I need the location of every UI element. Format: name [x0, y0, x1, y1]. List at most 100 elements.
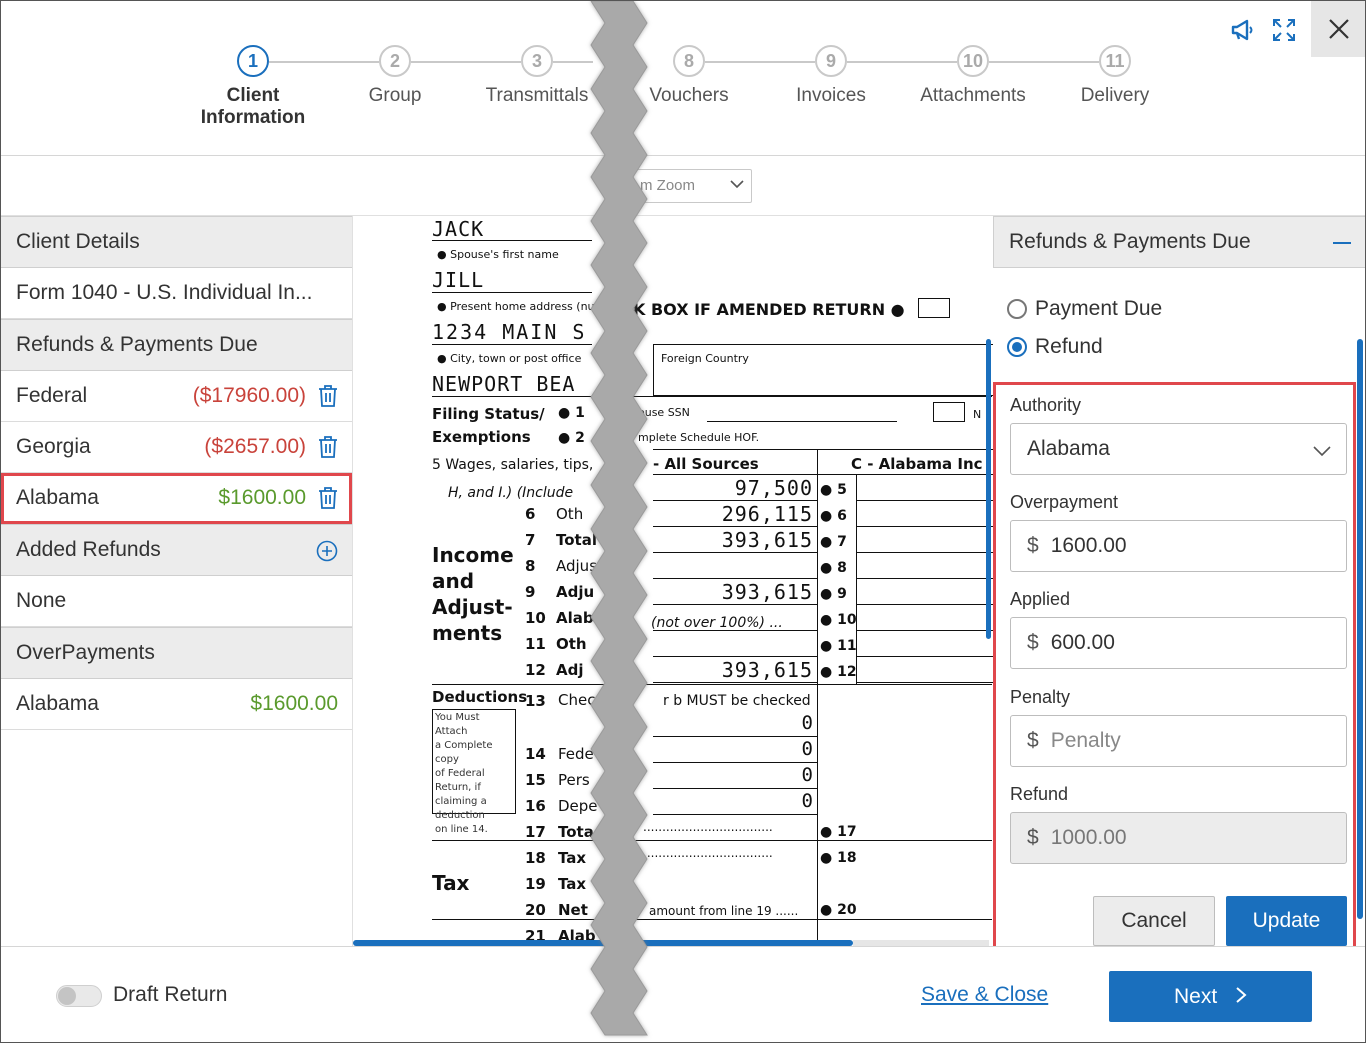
line13-num: 13	[525, 692, 546, 710]
step-client-information[interactable]: 1 Client Information	[173, 45, 333, 129]
trash-icon[interactable]	[317, 435, 339, 459]
step-transmittals[interactable]: 3 Transmittals	[457, 45, 617, 107]
right-line-number: ● 20	[820, 902, 857, 918]
added-refunds-title: Added Refunds	[16, 538, 161, 561]
right-line-number: ● 18	[820, 850, 857, 866]
rule	[653, 736, 817, 737]
rule	[653, 788, 817, 789]
applied-input[interactable]: $600.00	[1010, 617, 1347, 669]
right-line-number: ● 6	[820, 508, 847, 524]
radio-circle[interactable]	[1007, 299, 1027, 319]
penalty-input[interactable]: $ Penalty	[1010, 715, 1347, 767]
radio-refund[interactable]: Refund	[1007, 335, 1103, 359]
panel-vertical-scrollbar[interactable]	[1357, 339, 1363, 919]
refund-row-federal[interactable]: Federal ($17960.00)	[1, 371, 352, 422]
expand-icon[interactable]	[1269, 15, 1299, 45]
added-refunds-header: Added Refunds	[1, 524, 352, 576]
spouse-name-label: ● Spouse's first name	[437, 248, 559, 261]
line-text: Depe	[558, 797, 598, 815]
rule	[707, 421, 897, 422]
filing-line-1: ● 1	[558, 405, 585, 421]
rule	[653, 474, 993, 475]
stepper-header: 1 Client Information 2 Group 3 Transmitt…	[1, 1, 1365, 156]
form-name-row[interactable]: Form 1040 - U.S. Individual In...	[1, 268, 352, 319]
save-close-link[interactable]: Save & Close	[921, 983, 1049, 1006]
step-connector	[553, 61, 593, 63]
collapse-icon[interactable]	[1333, 242, 1351, 244]
currency-symbol: $	[1027, 631, 1039, 654]
step-number: 2	[379, 45, 411, 77]
radio-circle[interactable]	[1007, 337, 1027, 357]
step-number: 9	[815, 45, 847, 77]
torn-page-separator	[590, 1, 648, 1036]
close-button[interactable]	[1311, 1, 1365, 57]
line-value: 296,115	[721, 502, 813, 526]
cancel-button[interactable]: Cancel	[1093, 896, 1215, 946]
step-connector	[989, 61, 1099, 63]
rule	[856, 604, 993, 605]
overpayment-label: Overpayment	[1010, 492, 1119, 512]
home-address-label: ● Present home address (numb	[437, 300, 613, 313]
trash-icon[interactable]	[317, 486, 339, 510]
deduction-value: 0	[801, 764, 813, 786]
line-number: 12	[525, 661, 546, 679]
step-connector	[411, 61, 521, 63]
update-button[interactable]: Update	[1226, 896, 1347, 946]
applied-label: Applied	[1010, 589, 1071, 609]
document-vertical-scrollbar[interactable]	[986, 339, 991, 639]
line-value: 393,615	[721, 658, 813, 682]
radio-payment-due[interactable]: Payment Due	[1007, 297, 1162, 321]
line-text: Adju	[556, 583, 595, 601]
refund-row-alabama[interactable]: Alabama $1600.00	[1, 473, 352, 524]
deduction-value: 0	[801, 738, 813, 760]
client-details-header: Client Details	[1, 216, 352, 268]
refund-row-georgia[interactable]: Georgia ($2657.00)	[1, 422, 352, 473]
line-text: Tax	[558, 849, 587, 867]
rule	[432, 396, 992, 397]
radio-label: Refund	[1035, 335, 1103, 358]
trash-icon[interactable]	[317, 384, 339, 408]
first-name-value: JACK	[432, 217, 485, 241]
add-refund-icon[interactable]	[316, 540, 338, 562]
overpayment-authority: Alabama	[16, 692, 99, 715]
nr-label: N	[973, 408, 982, 421]
added-refunds-value: None	[16, 589, 67, 612]
step-delivery[interactable]: 11 Delivery	[1035, 45, 1195, 107]
tax-section-label: Tax	[432, 871, 470, 895]
refund-authority: Georgia	[16, 435, 91, 458]
draft-return-toggle[interactable]	[56, 985, 102, 1007]
form-name: Form 1040 - U.S. Individual In...	[16, 281, 313, 304]
step-invoices[interactable]: 9 Invoices	[751, 45, 911, 107]
refund-input: $1000.00	[1010, 812, 1347, 864]
next-label: Next	[1173, 985, 1218, 1008]
next-button[interactable]: Next	[1109, 971, 1312, 1022]
refund-amount: $1600.00	[218, 486, 306, 509]
tax-form-preview: JACK ● Spouse's first name JILL ● Presen…	[353, 216, 993, 946]
line-text: Net	[558, 901, 588, 919]
radio-label: Payment Due	[1035, 297, 1163, 320]
line-number: 9	[525, 583, 536, 601]
spouse-name-value: JILL	[432, 268, 485, 292]
overpayment-input[interactable]: $1600.00	[1010, 520, 1347, 572]
authority-select[interactable]: Alabama	[1010, 423, 1347, 475]
step-group[interactable]: 2 Group	[315, 45, 475, 107]
step-label: Transmittals	[485, 85, 589, 106]
step-label: Group	[368, 85, 422, 106]
line-number: 15	[525, 771, 546, 789]
line-text: Adj	[556, 661, 584, 679]
home-address-value: 1234 MAIN S	[432, 320, 587, 344]
step-vouchers[interactable]: 8 Vouchers	[609, 45, 769, 107]
line-number: 8	[525, 557, 536, 575]
currency-symbol: $	[1027, 534, 1039, 557]
line-text: Tax	[558, 875, 587, 893]
rule	[856, 630, 993, 631]
line-text: Alab	[556, 609, 594, 627]
zoom-select[interactable]: m Zoom	[621, 169, 752, 203]
step-attachments[interactable]: 10 Attachments	[893, 45, 1053, 107]
megaphone-icon[interactable]	[1228, 15, 1258, 45]
line-number: 7	[525, 531, 536, 549]
rule	[653, 604, 817, 605]
line-number: 6	[525, 505, 536, 523]
line5-sub: H, and I.) (Include	[448, 485, 574, 501]
chevron-right-icon	[1235, 972, 1247, 1023]
